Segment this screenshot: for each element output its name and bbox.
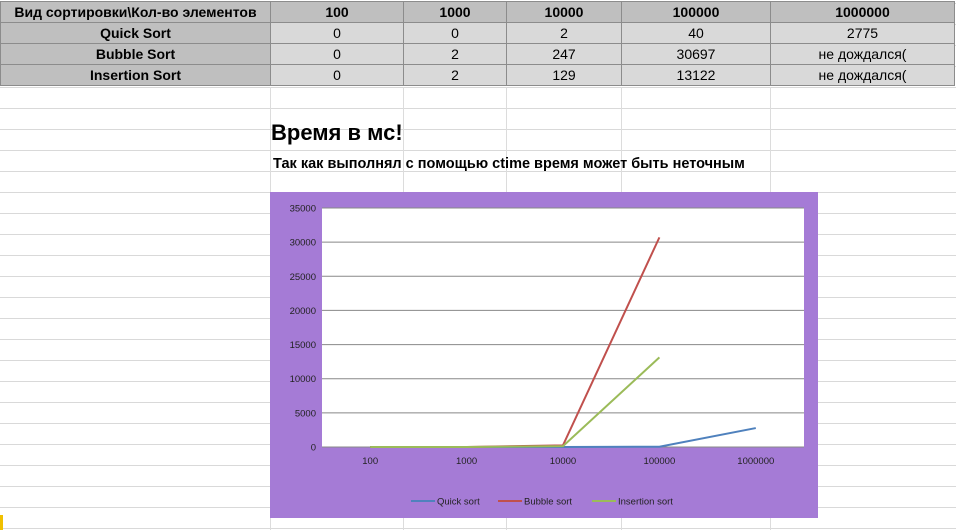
x-tick-label: 1000000 [737, 456, 774, 467]
header-cell[interactable]: 100 [270, 1, 404, 23]
header-cell[interactable]: 1000 [403, 1, 507, 23]
legend-label: Bubble sort [524, 497, 572, 508]
x-tick-label: 10000 [550, 456, 576, 467]
y-tick-label: 5000 [295, 408, 316, 419]
value-cell[interactable]: 129 [506, 64, 622, 86]
note-title[interactable]: Время в мс! [271, 120, 403, 145]
note-subtitle[interactable]: Так как выполнял с помощью ctime время м… [273, 156, 745, 172]
value-cell[interactable]: 2 [403, 64, 507, 86]
y-tick-label: 15000 [290, 340, 316, 351]
y-tick-label: 0 [311, 443, 316, 454]
value-cell[interactable]: не дождался( [770, 64, 955, 86]
series-line [370, 356, 661, 448]
y-tick-label: 30000 [290, 238, 316, 249]
x-tick-label: 100000 [644, 456, 676, 467]
line-chart[interactable]: 0 5000 10000 15000 20000 25000 30000 35000 100 10… [270, 192, 818, 518]
chart-canvas: 0 5000 10000 15000 20000 25000 30000 35000 100 10… [290, 204, 804, 508]
value-cell[interactable]: 2775 [770, 22, 955, 44]
row-label-cell[interactable]: Insertion Sort [0, 64, 271, 86]
header-cell[interactable]: 100000 [621, 1, 771, 23]
value-cell[interactable]: 13122 [621, 64, 771, 86]
y-tick-label: 25000 [290, 272, 316, 283]
legend-label: Insertion sort [618, 497, 673, 508]
value-cell[interactable]: 0 [270, 64, 404, 86]
value-cell[interactable]: 0 [270, 22, 404, 44]
legend-label: Quick sort [437, 497, 480, 508]
value-cell[interactable]: 40 [621, 22, 771, 44]
row-label-cell[interactable]: Bubble Sort [0, 43, 271, 65]
value-cell[interactable]: 247 [506, 43, 622, 65]
x-tick-label: 100 [362, 456, 378, 467]
value-cell[interactable]: 30697 [621, 43, 771, 65]
value-cell[interactable]: 2 [403, 43, 507, 65]
value-cell[interactable]: 2 [506, 22, 622, 44]
y-tick-label: 35000 [290, 204, 316, 215]
y-tick-label: 20000 [290, 306, 316, 317]
header-cell[interactable]: 10000 [506, 1, 622, 23]
table-row: Bubble Sort 0 2 247 30697 не дождался( [0, 43, 955, 65]
value-cell[interactable]: 0 [270, 43, 404, 65]
header-cell[interactable]: Вид сортировки\Кол-во элементов [0, 1, 271, 23]
y-tick-label: 10000 [290, 374, 316, 385]
table-header-row: Вид сортировки\Кол-во элементов 100 1000… [0, 1, 955, 23]
header-cell[interactable]: 1000000 [770, 1, 955, 23]
plot-area [322, 208, 804, 447]
x-tick-label: 1000 [456, 456, 477, 467]
value-cell[interactable]: 0 [403, 22, 507, 44]
cell-cursor-marker [0, 515, 3, 530]
table-row: Quick Sort 0 0 2 40 2775 [0, 22, 955, 44]
results-table: Вид сортировки\Кол-во элементов 100 1000… [0, 1, 955, 86]
value-cell[interactable]: не дождался( [770, 43, 955, 65]
row-label-cell[interactable]: Quick Sort [0, 22, 271, 44]
table-row: Insertion Sort 0 2 129 13122 не дождался… [0, 64, 955, 86]
